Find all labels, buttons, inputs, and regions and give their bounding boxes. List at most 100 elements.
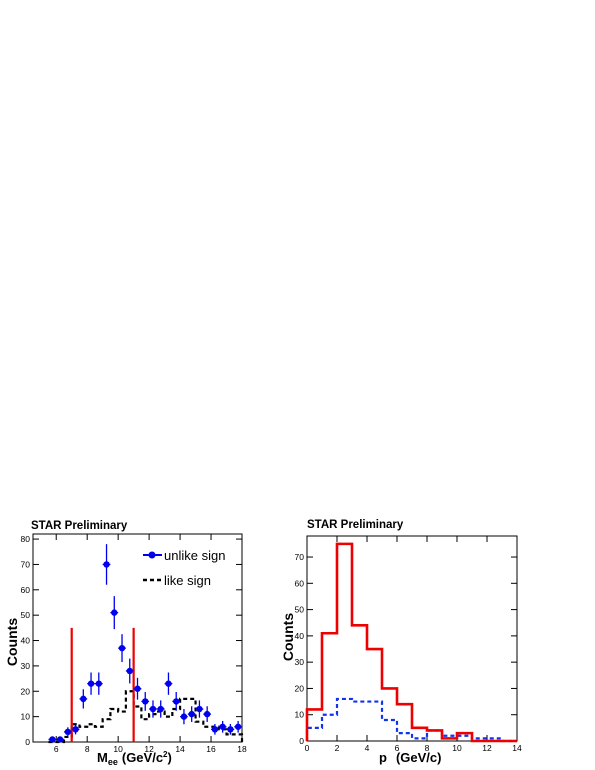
- right-y-tick-label: 0: [299, 736, 304, 746]
- left-panel-invariant-mass: STAR Preliminary Counts 6 8 10 12 14 16 18 0 10 2…: [4, 520, 247, 767]
- left-y-tick-label: 80: [21, 534, 31, 544]
- right-x-tick-label: 8: [425, 743, 430, 753]
- right-y-tick-label: 70: [295, 552, 305, 562]
- data-marker: [64, 728, 72, 736]
- left-x-axis-label: Mee (GeV/c2): [97, 750, 172, 767]
- left-y-tick-label: 20: [21, 686, 31, 696]
- right-panel-momentum: STAR Preliminary Counts 0 2 4 6 8 10 12 14 0 10 20…: [280, 519, 522, 765]
- legend-like-sign-label: like sign: [164, 573, 211, 588]
- legend-unlike-sign-label: unlike sign: [164, 548, 225, 563]
- data-marker: [196, 705, 203, 713]
- right-x-tick-label: 10: [452, 743, 462, 753]
- left-x-tick-label: 14: [175, 744, 185, 754]
- unlike-sign-point: [195, 700, 204, 718]
- data-marker: [95, 680, 102, 687]
- left-x-tick-label: 10: [113, 744, 123, 754]
- data-marker: [234, 723, 242, 730]
- unlike-sign-point: [187, 706, 196, 722]
- right-axis-ticks: 0 2 4 6 8 10 12 14 0 10 20 30 40 50 60 70: [295, 536, 522, 753]
- left-y-tick-label: 70: [21, 559, 31, 569]
- unlike-sign-point: [211, 723, 219, 735]
- left-legend: unlike sign like sign: [143, 548, 225, 588]
- left-y-tick-label: 30: [21, 661, 31, 671]
- data-marker: [173, 698, 180, 705]
- data-marker: [87, 680, 95, 687]
- right-chart-title: STAR Preliminary: [307, 519, 404, 531]
- data-marker: [157, 705, 164, 713]
- right-x-axis-label: p (GeV/c): [379, 750, 441, 765]
- right-y-axis-label: Counts: [280, 613, 296, 661]
- unlike-sign-point: [110, 596, 119, 630]
- unlike-sign-point: [48, 736, 57, 743]
- right-y-tick-label: 40: [295, 631, 305, 641]
- unlike-sign-point: [218, 720, 227, 733]
- right-y-tick-label: 50: [295, 605, 305, 615]
- right-y-tick-label: 20: [295, 683, 305, 693]
- unlike-sign-point: [56, 736, 64, 743]
- data-marker: [227, 726, 234, 733]
- unlike-sign-point: [118, 634, 126, 663]
- left-plot-frame: [32, 533, 243, 743]
- unlike-sign-point: [63, 727, 72, 737]
- data-marker: [49, 736, 56, 743]
- data-marker: [56, 736, 64, 743]
- unlike-sign-point: [203, 706, 212, 722]
- unlike-sign-point: [226, 723, 235, 735]
- unlike-sign-point: [156, 700, 165, 718]
- unlike-sign-point: [87, 672, 95, 695]
- left-x-tick-label: 12: [144, 744, 154, 754]
- left-x-tick-label: 16: [206, 744, 216, 754]
- right-y-tick-label: 60: [295, 578, 305, 588]
- data-marker: [126, 667, 133, 675]
- data-marker: [188, 710, 195, 718]
- right-x-tick-label: 4: [365, 743, 370, 753]
- right-x-tick-label: 6: [395, 743, 400, 753]
- left-y-tick-label: 60: [21, 585, 31, 595]
- right-y-tick-label: 10: [295, 710, 305, 720]
- right-plot-frame: [306, 535, 518, 742]
- like-sign-histogram: [48, 690, 244, 744]
- unlike-sign-point: [234, 720, 242, 733]
- left-x-tick-label: 18: [237, 744, 247, 754]
- unlike-sign-point: [180, 709, 188, 725]
- data-marker: [211, 726, 219, 733]
- unlike-sign-point: [94, 672, 103, 695]
- data-marker: [165, 680, 172, 687]
- left-y-tick-label: 0: [25, 737, 30, 747]
- unlike-sign-point: [71, 724, 80, 735]
- unlike-sign-point: [164, 672, 173, 695]
- unlike-sign-point: [102, 544, 111, 585]
- data-marker: [149, 705, 157, 713]
- unlike-sign-point: [141, 692, 150, 711]
- unlike-sign-point: [172, 692, 181, 711]
- right-data-marks: [305, 542, 517, 743]
- left-axis-ticks: 6 8 10 12 14 16 18 0 10 20 30 40 50 60 70 80: [21, 534, 247, 754]
- data-marker: [80, 695, 87, 703]
- right-x-tick-label: 14: [512, 743, 522, 753]
- right-x-tick-label: 2: [335, 743, 340, 753]
- unlike-sign-point: [125, 658, 134, 684]
- legend-unlike-sign-marker: [148, 551, 156, 559]
- left-data-marks: [48, 544, 244, 744]
- right-y-tick-label: 30: [295, 657, 305, 667]
- data-marker: [219, 723, 226, 730]
- unlike-sign-point: [79, 689, 88, 709]
- right-x-tick-label: 12: [482, 743, 492, 753]
- left-y-tick-label: 50: [21, 610, 31, 620]
- unlike-sign-point: [133, 677, 142, 700]
- data-marker: [103, 561, 110, 568]
- left-y-tick-label: 10: [21, 712, 31, 722]
- data-marker: [111, 609, 118, 616]
- data-marker: [142, 698, 149, 705]
- data-marker: [180, 713, 188, 720]
- left-chart-title: STAR Preliminary: [31, 520, 128, 532]
- momentum-histogram-solid: [305, 542, 517, 743]
- left-y-axis-label: Counts: [4, 618, 20, 666]
- right-x-tick-label: 0: [305, 743, 310, 753]
- data-marker: [118, 644, 126, 652]
- data-marker: [134, 685, 141, 692]
- left-x-tick-label: 6: [54, 744, 59, 754]
- data-marker: [72, 726, 79, 733]
- left-x-tick-label: 8: [85, 744, 90, 754]
